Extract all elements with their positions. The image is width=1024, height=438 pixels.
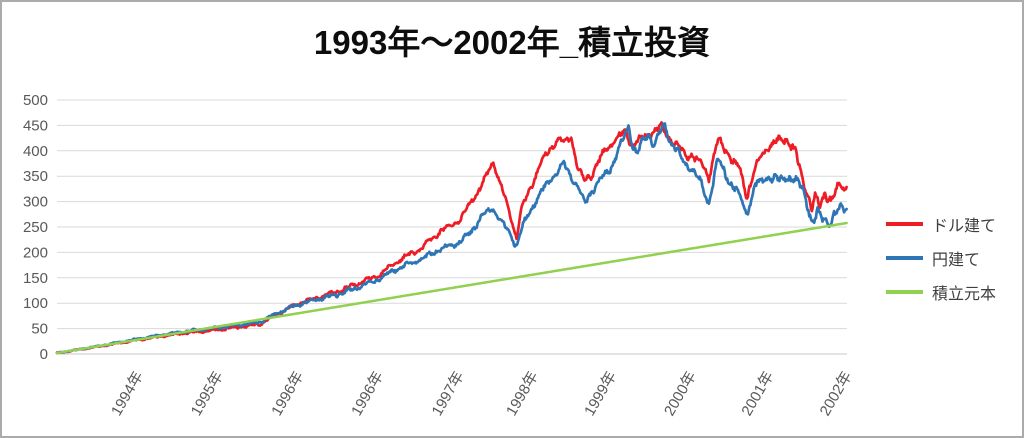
x-tick-label: 1998年 [503,369,542,419]
legend-label-yen: 円建て [932,252,981,269]
chart-title: 1993年〜2002年_積立投資 [313,24,711,61]
y-tick-label: 50 [31,321,48,338]
y-tick-label: 500 [23,92,48,109]
legend-swatch-principal [886,290,923,294]
y-tick-label: 350 [23,168,48,185]
x-tick-label: 2001年 [738,369,777,419]
y-tick-label: 0 [40,346,48,363]
legend-item-dollar: ドル建て [886,207,996,241]
y-tick-label: 450 [23,117,48,134]
x-tick-label: 1994年 [108,369,147,419]
legend-swatch-dollar [886,222,923,226]
x-tick-label: 1996年 [268,369,307,419]
x-tick-label: 1997年 [429,369,468,419]
y-tick-label: 100 [23,295,48,312]
y-tick-label: 300 [23,194,48,211]
legend: ドル建て円建て積立元本 [886,207,996,309]
x-tick-label: 2002年 [817,369,856,419]
x-tick-label: 1996年 [348,369,387,419]
legend-label-principal: 積立元本 [932,286,997,303]
series-line-dollar [55,121,848,355]
legend-swatch-yen [886,256,923,260]
legend-label-dollar: ドル建て [932,218,997,235]
legend-item-yen: 円建て [886,241,996,275]
y-tick-label: 200 [23,244,48,261]
series-line-principal [55,221,848,355]
y-tick-label: 400 [23,143,48,160]
x-tick-label: 2000年 [661,369,700,419]
x-tick-label: 1999年 [581,369,620,419]
x-tick-label: 1995年 [188,369,227,419]
y-tick-label: 250 [23,219,48,236]
y-tick-label: 150 [23,270,48,287]
legend-item-principal: 積立元本 [886,275,996,309]
series-line-yen [55,122,848,355]
